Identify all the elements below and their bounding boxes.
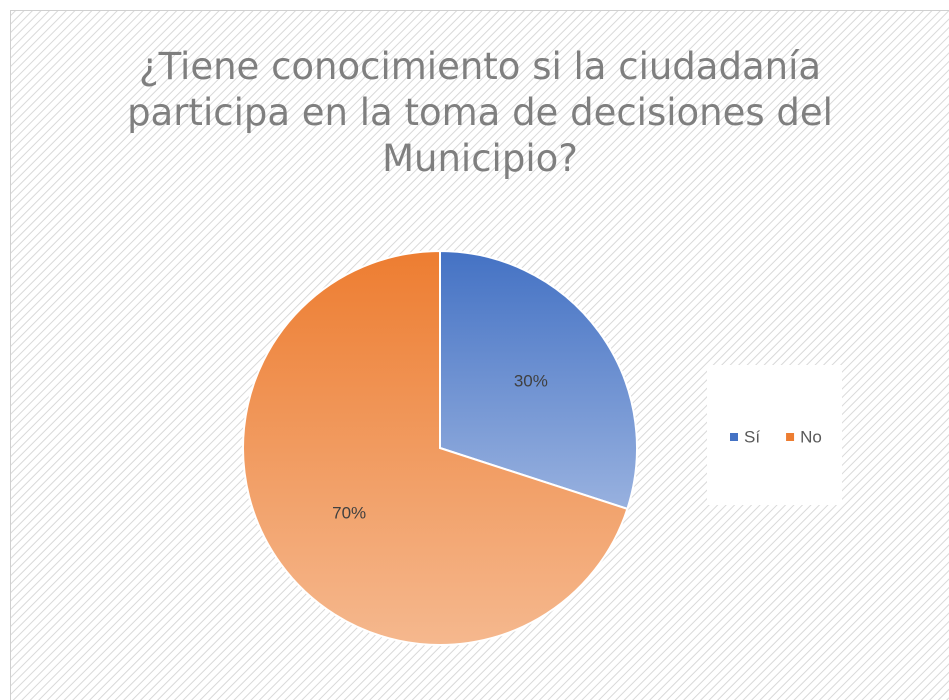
legend-swatch xyxy=(730,433,738,441)
pie-slice xyxy=(242,249,629,646)
legend-box xyxy=(707,365,842,505)
data-label: 70% xyxy=(332,503,366,522)
chart-title: ¿Tiene conocimiento si la ciudadanía par… xyxy=(127,45,833,180)
legend-label: Sí xyxy=(744,427,760,446)
legend-swatch xyxy=(786,433,795,441)
data-label: 30% xyxy=(514,371,548,390)
legend-label: No xyxy=(800,427,822,446)
pie-slice xyxy=(439,249,638,511)
